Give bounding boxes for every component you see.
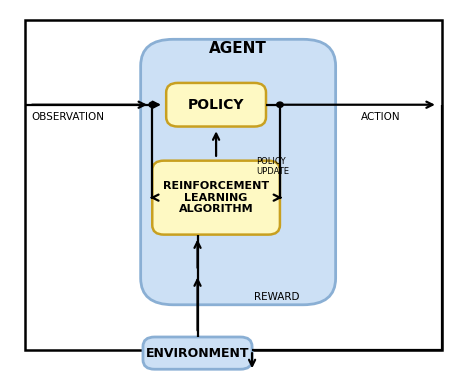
Circle shape — [149, 102, 156, 107]
Text: OBSERVATION: OBSERVATION — [32, 112, 105, 122]
FancyBboxPatch shape — [141, 39, 336, 305]
FancyBboxPatch shape — [152, 161, 280, 235]
FancyBboxPatch shape — [166, 83, 266, 126]
Text: AGENT: AGENT — [209, 41, 267, 56]
Text: POLICY
UPDATE: POLICY UPDATE — [256, 157, 289, 176]
Text: ACTION: ACTION — [361, 112, 401, 122]
Text: POLICY: POLICY — [188, 98, 244, 112]
Text: REWARD: REWARD — [255, 292, 300, 302]
Bar — [25, 20, 442, 350]
FancyBboxPatch shape — [143, 337, 252, 369]
Text: ENVIRONMENT: ENVIRONMENT — [146, 346, 249, 359]
Circle shape — [276, 102, 283, 107]
Text: REINFORCEMENT
LEARNING
ALGORITHM: REINFORCEMENT LEARNING ALGORITHM — [163, 181, 269, 214]
